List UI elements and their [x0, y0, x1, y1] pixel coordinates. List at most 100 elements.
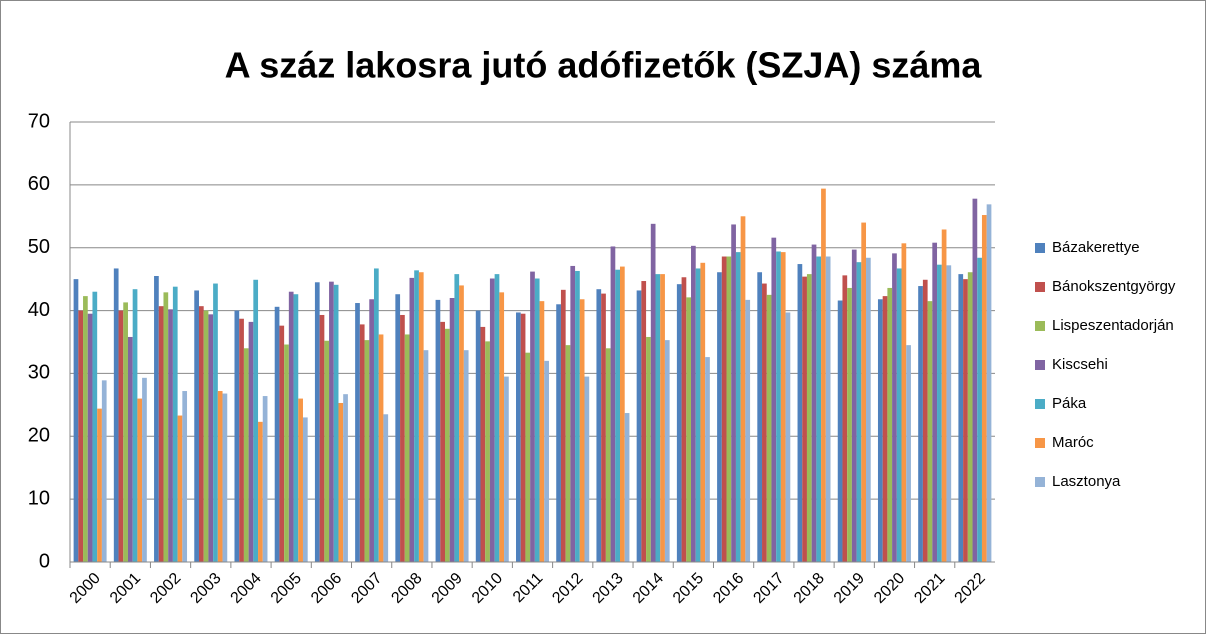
bar [861, 222, 867, 563]
bar [700, 262, 706, 562]
bar [520, 313, 526, 562]
bar [958, 274, 964, 562]
bar [977, 257, 982, 562]
bar [274, 306, 280, 562]
bar [213, 283, 218, 562]
bar [664, 340, 670, 562]
bar [87, 313, 93, 562]
bar [516, 312, 521, 562]
bar [113, 268, 119, 562]
legend-swatch [1035, 321, 1045, 331]
bar [127, 336, 133, 562]
bar [97, 408, 102, 562]
legend-swatch [1035, 282, 1045, 292]
bar [359, 324, 365, 562]
bar [676, 284, 682, 562]
legend-swatch [1035, 438, 1045, 448]
bar [485, 341, 490, 562]
bar [544, 360, 549, 562]
bar [816, 256, 822, 562]
legend-label: Páka [1052, 395, 1087, 412]
bar [610, 246, 616, 562]
bar [435, 299, 441, 562]
bar [172, 286, 178, 562]
bar [480, 326, 486, 562]
bar [646, 336, 651, 562]
bar [575, 270, 580, 562]
bar [284, 344, 289, 562]
bar [73, 279, 79, 562]
bar [258, 421, 263, 562]
bar [444, 328, 450, 562]
bar [972, 198, 978, 562]
bar [329, 281, 334, 562]
bar [596, 289, 602, 562]
bar [797, 264, 803, 562]
bar [163, 292, 169, 562]
bar [378, 334, 384, 562]
legend-label: Lispeszentadorján [1052, 317, 1174, 334]
bar [459, 285, 464, 562]
bar [695, 268, 701, 562]
bar [579, 299, 585, 562]
bar [655, 274, 661, 562]
bar [248, 321, 254, 562]
bar [400, 314, 405, 562]
bar [650, 223, 656, 563]
bar [333, 284, 339, 562]
bar [892, 253, 897, 562]
bar [866, 257, 871, 562]
bar [404, 334, 410, 562]
bar [525, 352, 531, 562]
bar [877, 299, 883, 562]
legend-label: Bázakerettye [1052, 239, 1140, 256]
y-tick-label: 70 [28, 110, 50, 132]
bar [475, 310, 481, 562]
bar [560, 289, 566, 562]
bar [851, 249, 857, 562]
bar [369, 299, 374, 562]
bar [636, 290, 642, 562]
legend-label: Bánokszentgyörgy [1052, 278, 1176, 295]
bar [137, 398, 143, 562]
bar [355, 303, 360, 562]
bar [686, 297, 692, 562]
bar [489, 278, 495, 562]
bar [887, 287, 893, 562]
bar [101, 380, 107, 562]
bar [717, 272, 722, 562]
bar [918, 286, 923, 562]
bar [896, 268, 902, 562]
bar [494, 274, 500, 562]
bar [556, 304, 561, 562]
bar [234, 310, 240, 562]
bar [222, 393, 228, 562]
y-tick-label: 0 [39, 550, 50, 572]
legend-label: Maróc [1052, 434, 1094, 451]
bar [811, 244, 817, 563]
bar [288, 291, 294, 562]
y-tick-label: 10 [28, 487, 50, 509]
bar [449, 298, 455, 562]
bar [177, 415, 183, 562]
legend-swatch [1035, 399, 1045, 409]
bar [132, 289, 138, 562]
y-tick-label: 40 [28, 299, 50, 321]
bar [937, 264, 942, 562]
bar [539, 301, 545, 562]
bar [168, 309, 173, 562]
y-tick-label: 20 [28, 425, 50, 447]
bar [757, 272, 763, 562]
bar [705, 357, 710, 562]
bar [735, 252, 741, 562]
bar [253, 279, 259, 562]
bar [932, 242, 938, 562]
y-tick-label: 30 [28, 362, 50, 384]
y-tick-label: 60 [28, 173, 50, 195]
bar [731, 224, 736, 562]
bar [182, 391, 188, 562]
bar [605, 348, 611, 562]
bar [364, 340, 370, 562]
bar [302, 417, 308, 562]
bar [499, 292, 505, 562]
